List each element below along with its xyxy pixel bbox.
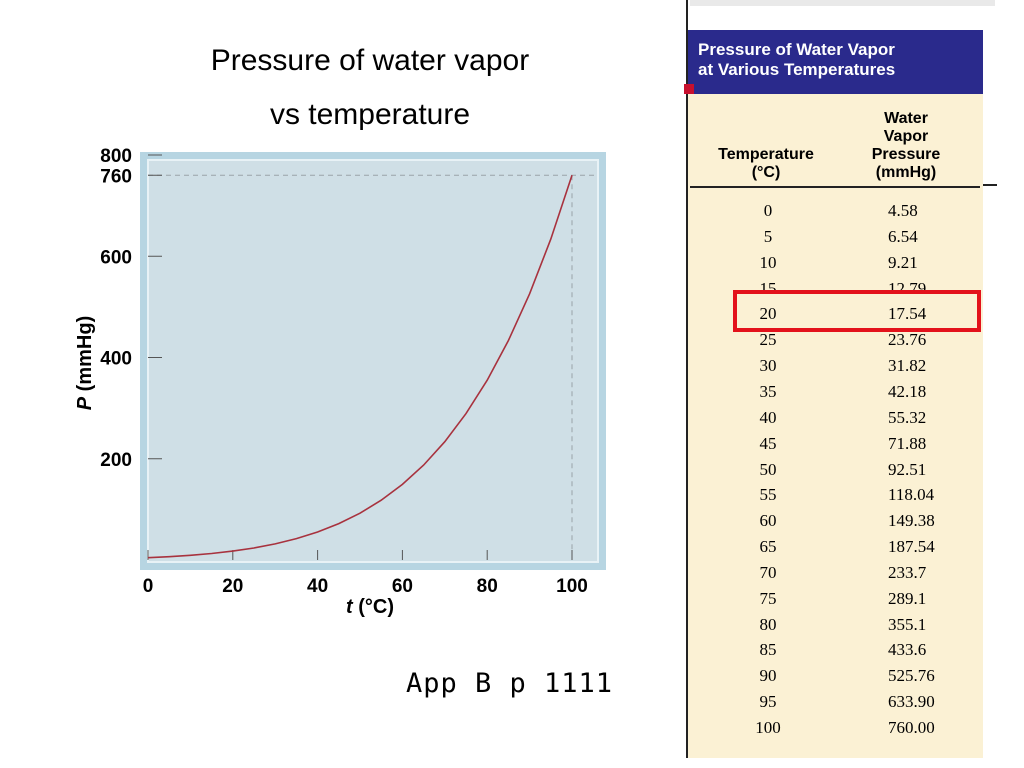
- col2-line2: Vapor: [883, 128, 929, 145]
- temperature-cell: 25: [759, 330, 777, 350]
- table-row: 30 31.82: [690, 354, 980, 380]
- table-row: 65 187.54: [690, 535, 980, 561]
- y-tick-label: 800: [100, 146, 132, 167]
- temperature-cell: 80: [759, 614, 777, 634]
- slide-title-line2: vs temperature: [269, 98, 471, 131]
- table-row: 25 23.76: [690, 328, 980, 354]
- y-tick-label: 760: [100, 166, 132, 187]
- plot-area: [147, 159, 599, 563]
- table-top-edge: [690, 0, 995, 6]
- pressure-cell: 31.82: [888, 356, 927, 376]
- temperature-cell: 35: [759, 381, 777, 401]
- pressure-cell: 23.76: [888, 330, 927, 350]
- y-tick-label: 400: [100, 349, 132, 370]
- table-row: 80 355.1: [690, 613, 980, 639]
- table-row: 60 149.38: [690, 509, 980, 535]
- table-left-rule: [686, 0, 688, 758]
- slide-title-line1: Pressure of water vapor: [210, 44, 530, 77]
- pressure-cell: 9.21: [888, 252, 918, 272]
- highlight-box: [733, 290, 981, 332]
- table-row: 0 4.58: [690, 199, 980, 225]
- table-title-line2: at Various Temperatures: [698, 60, 896, 79]
- table-row: 85 433.6: [690, 638, 980, 664]
- col2-line3: Pressure: [871, 146, 941, 163]
- y-tick-label: 200: [100, 450, 132, 471]
- temperature-cell: 90: [759, 666, 777, 686]
- pressure-cell: 149.38: [888, 511, 935, 531]
- reference-lines: [148, 174, 598, 560]
- table-row: 35 42.18: [690, 380, 980, 406]
- table-title: Pressure of Water Vapor at Various Tempe…: [688, 30, 983, 94]
- pressure-cell: 289.1: [888, 588, 927, 608]
- pressure-cell: 92.51: [888, 459, 927, 479]
- side-tick: [983, 184, 997, 186]
- table-row: 5 6.54: [690, 225, 980, 251]
- appendix-reference: App B p 1111: [406, 668, 614, 699]
- table-row: 10 9.21: [690, 251, 980, 277]
- pressure-cell: 55.32: [888, 407, 927, 427]
- temperature-cell: 50: [759, 459, 777, 479]
- table-row: 50 92.51: [690, 458, 980, 484]
- temperature-cell: 0: [763, 201, 773, 220]
- x-tick-label: 40: [307, 576, 328, 597]
- table-row: 40 55.32: [690, 406, 980, 432]
- pressure-cell: 6.54: [888, 226, 918, 246]
- pressure-cell: 433.6: [888, 640, 927, 660]
- x-axis-label: t (°C): [346, 596, 394, 618]
- table-row: 90 525.76: [690, 664, 980, 690]
- column-header-temperature: Temperature (°C): [694, 146, 838, 182]
- header-marker: [684, 84, 694, 94]
- pressure-cell: 17.54: [888, 304, 927, 324]
- temperature-cell: 20: [759, 304, 777, 324]
- temperature-cell: 65: [759, 537, 777, 557]
- table-row: 20 17.54: [690, 302, 980, 328]
- column-header-pressure: Water Vapor Pressure (mmHg): [842, 110, 970, 182]
- temperature-cell: 95: [759, 692, 777, 712]
- table-title-line1: Pressure of Water Vapor: [698, 40, 895, 59]
- x-tick-label: 60: [392, 576, 413, 597]
- table-row: 75 289.1: [690, 587, 980, 613]
- temperature-cell: 10: [759, 252, 777, 272]
- pressure-cell: 760.00: [888, 718, 935, 737]
- pressure-cell: 71.88: [888, 433, 927, 453]
- temperature-cell: 45: [759, 433, 777, 453]
- table-row: 100 760.00: [690, 716, 980, 742]
- pressure-cell: 118.04: [888, 485, 935, 505]
- x-tick-label: 0: [143, 576, 154, 597]
- temperature-cell: 40: [759, 407, 777, 427]
- pressure-cell: 187.54: [888, 537, 935, 557]
- col1-line2: (°C): [751, 164, 781, 181]
- x-tick-label: 80: [477, 576, 498, 597]
- y-tick-label: 600: [100, 247, 132, 268]
- pressure-cell: 42.18: [888, 381, 927, 401]
- y-axis-label: P (mmHg): [74, 316, 96, 410]
- temperature-cell: 100: [755, 718, 781, 737]
- x-tick-label: 20: [222, 576, 243, 597]
- vapor-pressure-curve: [147, 175, 573, 559]
- pressure-cell: 4.58: [888, 201, 918, 220]
- header-rule: [690, 186, 980, 188]
- col2-line1: Water: [884, 110, 928, 127]
- col2-line4: (mmHg): [875, 164, 937, 181]
- pressure-cell: 525.76: [888, 666, 935, 686]
- x-tick-label: 100: [556, 576, 588, 597]
- temperature-cell: 60: [759, 511, 777, 531]
- table-panel: [688, 30, 983, 758]
- col1-line1: Temperature: [718, 146, 814, 163]
- table-row: 95 633.90: [690, 690, 980, 716]
- pressure-cell: 633.90: [888, 692, 935, 712]
- pressure-cell: 355.1: [888, 614, 927, 634]
- pressure-cell: 233.7: [888, 562, 927, 582]
- temperature-cell: 55: [759, 485, 777, 505]
- temperature-cell: 30: [759, 356, 777, 376]
- temperature-cell: 75: [759, 588, 777, 608]
- temperature-cell: 85: [759, 640, 777, 660]
- temperature-cell: 70: [759, 562, 777, 582]
- temperature-cell: 5: [763, 226, 773, 246]
- table-row: 55 118.04: [690, 483, 980, 509]
- table-row: 70 233.7: [690, 561, 980, 587]
- table-row: 45 71.88: [690, 432, 980, 458]
